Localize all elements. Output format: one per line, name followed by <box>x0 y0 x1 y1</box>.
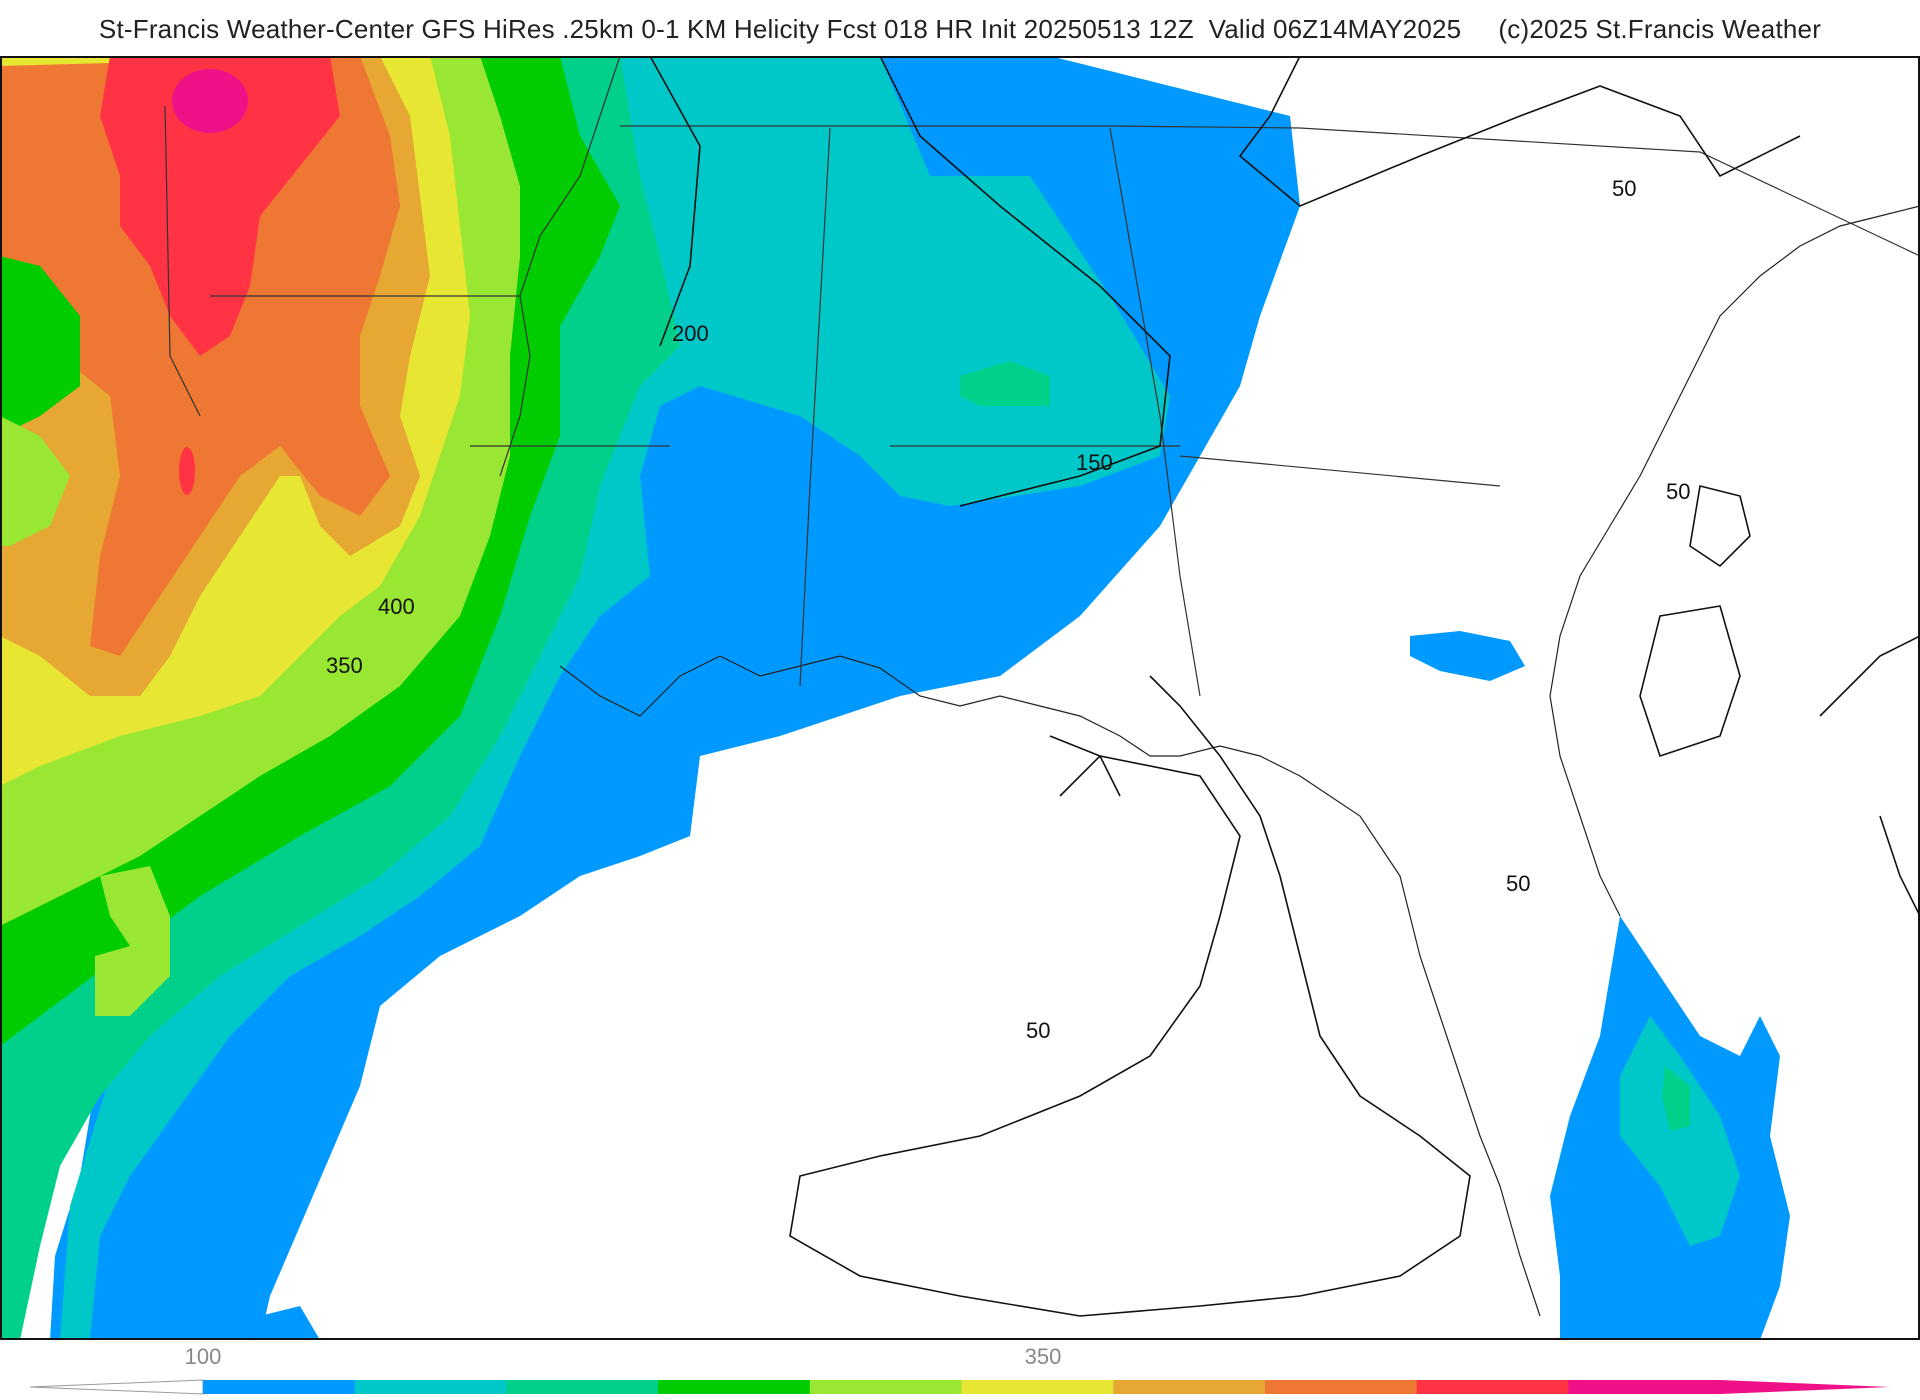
green-pocket-west <box>0 256 80 436</box>
colorbar-segment <box>809 1380 962 1394</box>
map-border <box>0 56 1920 1340</box>
colorbar-segment <box>1264 1380 1418 1394</box>
contour-label: 150 <box>1076 450 1113 475</box>
colorbar-segment <box>203 1380 356 1394</box>
contour-label: 350 <box>326 653 363 678</box>
colorbar-low-arrow <box>29 1379 204 1395</box>
colorbar-segment <box>506 1380 659 1394</box>
lightgreen-pocket-west <box>0 416 70 546</box>
colorbar-tick-label: 350 <box>1025 1344 1062 1369</box>
map-title: St-Francis Weather-Center GFS HiRes .25k… <box>98 14 1822 44</box>
band-florida-east-green <box>1662 1066 1690 1131</box>
contour-label: 200 <box>672 321 709 346</box>
band-sw-blob <box>250 1306 320 1340</box>
colorbar-segment <box>354 1380 507 1394</box>
contour-label: 50 <box>1612 176 1636 201</box>
contour-label: 50 <box>1506 871 1530 896</box>
colorbar-high-arrow <box>1720 1380 1890 1394</box>
helicity-shading <box>0 56 1790 1340</box>
contour-lines <box>649 56 1920 1317</box>
blue-island-georgia <box>1410 631 1525 681</box>
contour-label: 400 <box>378 594 415 619</box>
colorbar-segments <box>203 1380 1721 1394</box>
colorbar-tick-label: 100 <box>185 1344 222 1369</box>
band-150-200 <box>60 56 1170 1340</box>
colorbar-segment <box>1568 1380 1721 1394</box>
band-500-550 <box>100 56 340 356</box>
contour-label: 50 <box>1666 479 1690 504</box>
lightgreen-pocket-sw <box>95 866 170 1016</box>
geographic-outlines <box>164 56 1920 1317</box>
helicity-map: 200 150 50 50 400 350 50 50 <box>0 56 1920 1340</box>
band-peak <box>172 69 248 133</box>
band-florida-east-teal <box>1620 1016 1740 1246</box>
colorbar-segment <box>961 1380 1114 1394</box>
colorbar-segment <box>1416 1380 1569 1394</box>
contour-label: 50 <box>1026 1018 1050 1043</box>
colorbar-segment <box>1113 1380 1266 1394</box>
contour-labels: 200 150 50 50 400 350 50 50 <box>326 176 1690 1043</box>
colorbar: 100 350 <box>29 1344 1890 1395</box>
teal-pocket-georgia <box>960 361 1050 406</box>
colorbar-segment <box>658 1380 811 1394</box>
band-spot <box>179 447 195 495</box>
